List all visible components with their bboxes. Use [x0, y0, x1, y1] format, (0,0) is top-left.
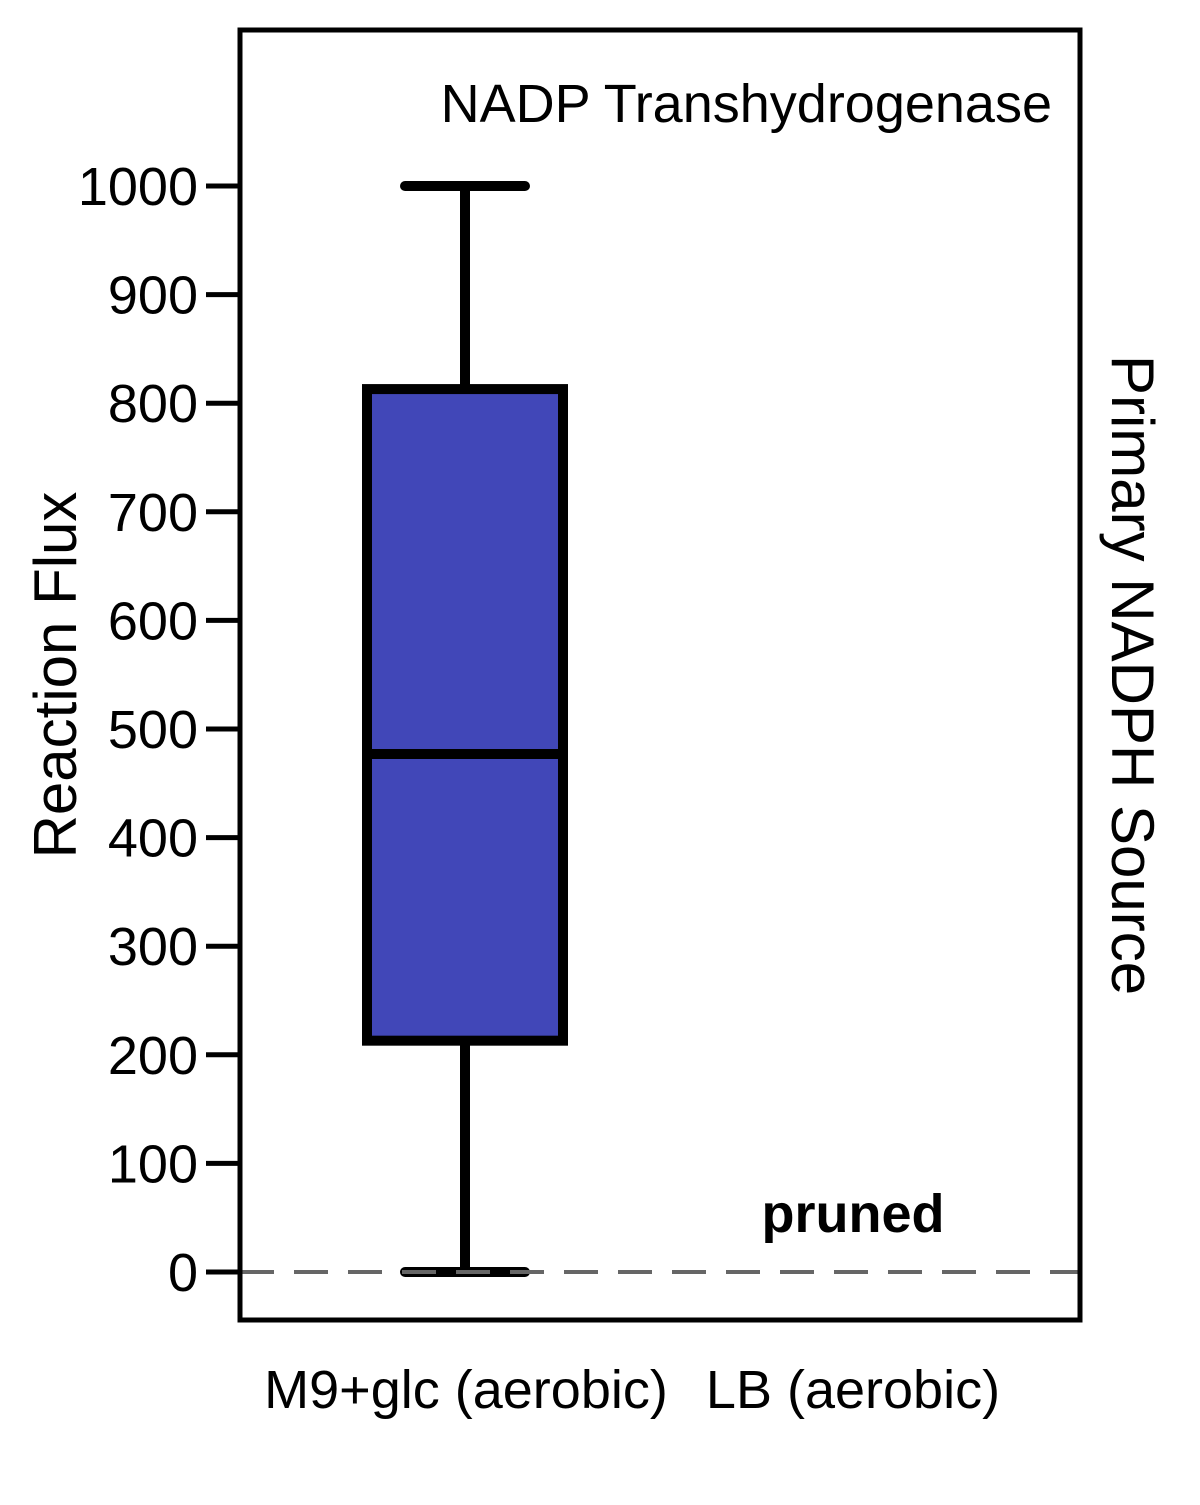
x-category-label: LB (aerobic)	[706, 1360, 1000, 1420]
y-tick-label: 800	[108, 374, 198, 434]
y-tick-label: 100	[108, 1134, 198, 1194]
chart-title: NADP Transhydrogenase	[441, 74, 1052, 134]
y-tick-label: 1000	[78, 157, 198, 217]
y-tick-label: 600	[108, 591, 198, 651]
y-tick-label: 900	[108, 266, 198, 326]
x-category-label: M9+glc (aerobic)	[264, 1360, 668, 1420]
y-axis-title: Reaction Flux	[22, 492, 89, 859]
y-tick-label: 300	[108, 917, 198, 977]
y-tick-label: 500	[108, 700, 198, 760]
box-iqr	[362, 384, 568, 1046]
side-title: Primary NADPH Source	[1099, 355, 1166, 995]
y-tick-label: 0	[168, 1243, 198, 1303]
y-axis: 0 100 200 300 400 500 600 700 800 900 1000	[78, 157, 240, 1303]
boxes-group	[362, 181, 568, 1277]
plot-frame	[237, 27, 1083, 1323]
y-tick-label: 400	[108, 809, 198, 869]
x-axis-labels: M9+glc (aerobic) LB (aerobic)	[264, 1360, 1000, 1420]
annotation-pruned: pruned	[762, 1184, 945, 1244]
y-tick-label: 700	[108, 483, 198, 543]
y-tick-label: 200	[108, 1026, 198, 1086]
